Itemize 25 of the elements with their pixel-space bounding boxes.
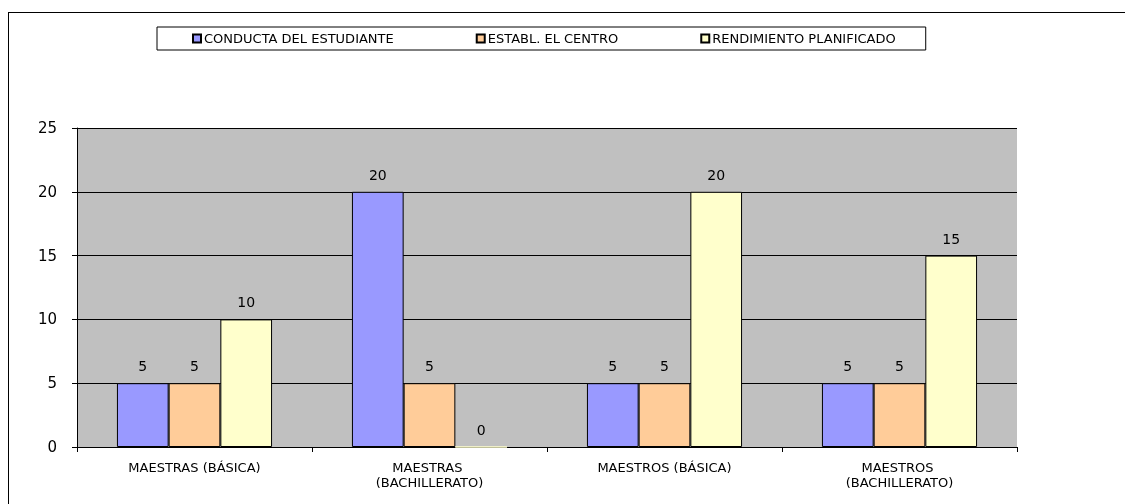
- data-label: 5: [843, 358, 853, 375]
- legend-label: RENDIMIENTO PLANIFICADO: [712, 31, 896, 46]
- x-tick-label: MAESTROS (BÁSICA): [597, 460, 732, 475]
- y-tick-label: 10: [37, 310, 57, 329]
- data-label: 5: [190, 358, 199, 375]
- data-label: 20: [707, 166, 726, 183]
- y-tick-label: 20: [37, 182, 57, 201]
- data-label: 5: [425, 358, 434, 375]
- y-tick-label: 5: [47, 374, 57, 393]
- data-label: 10: [237, 294, 256, 311]
- x-tick-label: MAESTRAS (BACHILLERATO): [375, 460, 484, 490]
- y-tick-label: 15: [37, 246, 57, 265]
- data-label: 5: [138, 358, 148, 375]
- y-tick-label: 25: [37, 119, 57, 137]
- x-tick-label: MAESTRAS (BÁSICA): [128, 460, 261, 475]
- data-label: 5: [608, 358, 618, 375]
- data-label: 0: [476, 421, 486, 438]
- data-label: 15: [942, 230, 961, 247]
- data-label: 20: [368, 166, 387, 183]
- data-label: 5: [660, 358, 669, 375]
- data-label: 5: [895, 358, 904, 375]
- x-tick-label: MAESTROS (BACHILLERATO): [845, 460, 954, 490]
- legend-label: CONDUCTA DEL ESTUDIANTE: [204, 31, 394, 46]
- legend-label: ESTABL. EL CENTRO: [487, 31, 619, 46]
- y-tick-label: 0: [47, 438, 57, 456]
